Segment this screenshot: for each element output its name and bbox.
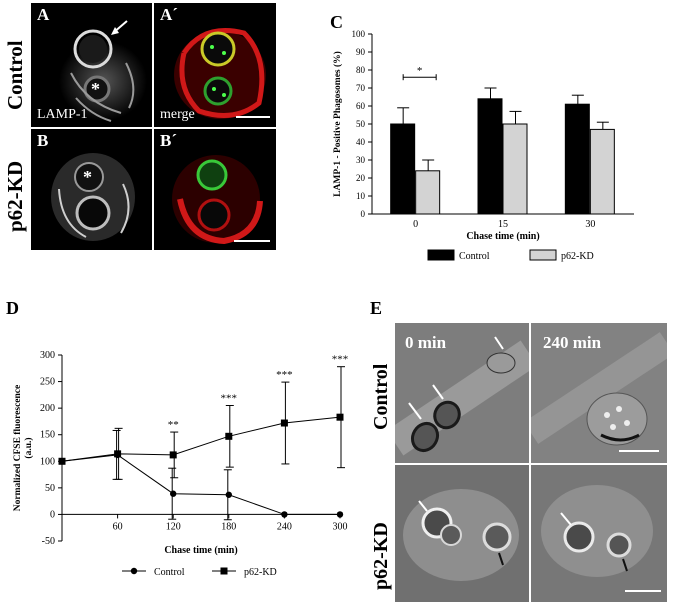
d-y-tick-label: 250 (40, 377, 55, 388)
micro-panel-e-p62-240 (531, 465, 667, 602)
c-ylabel: LAMP-1 - Positive Phagosomes (%) (332, 51, 343, 197)
d-y-tick-label: 0 (50, 509, 55, 520)
d-line-p62kd (61, 416, 341, 462)
panel-a-label: A (37, 5, 50, 24)
c-bar (502, 123, 528, 215)
c-significance: * (417, 65, 423, 77)
c-y-tick-label: 100 (352, 29, 366, 39)
lamp1-p62kd-image (51, 153, 135, 241)
c-bar (415, 170, 441, 215)
c-y-tick-label: 0 (361, 209, 366, 219)
d-x-tick-label: 300 (333, 521, 348, 532)
c-bar (564, 103, 590, 215)
phase-p62kd-240-image (531, 465, 667, 602)
micro-panel-e-control-0: 0 min (395, 323, 529, 463)
c-y-tick-label: 90 (356, 47, 366, 57)
panel-c-label: C (330, 12, 343, 32)
d-y-tick-label: 300 (40, 350, 55, 361)
d-point-p62kd (58, 457, 66, 465)
d-significance: *** (332, 354, 349, 366)
merge-control-image (174, 28, 270, 119)
d-point-control (170, 490, 177, 497)
micro-panel-b-prime: B´ (154, 129, 276, 250)
c-bar (477, 98, 503, 215)
d-point-control (225, 491, 232, 498)
c-x-tick-label: 0 (413, 219, 418, 230)
c-legend-label-p62kd: p62-KD (561, 251, 594, 262)
c-y-tick-label: 60 (356, 101, 366, 111)
panel-b-prime-label: B´ (160, 131, 177, 150)
d-point-p62kd (225, 432, 233, 440)
phase-control-240-image (531, 323, 667, 463)
d-x-tick-label: 240 (277, 521, 292, 532)
c-bar (589, 128, 615, 215)
row-label-control-e: Control (370, 363, 392, 430)
c-legend-swatch-p62kd (529, 249, 557, 261)
d-point-p62kd (169, 451, 177, 459)
d-legend-marker-control (130, 567, 138, 575)
micro-panel-a-prime: A´ merge (154, 3, 276, 127)
panel-a-prime-label: A´ (160, 5, 178, 24)
d-x-tick-label: 180 (221, 521, 236, 532)
c-x-tick-label: 15 (498, 219, 508, 230)
row-label-p62kd-e: p62-KD (370, 522, 392, 590)
merge-p62kd-image (172, 155, 270, 245)
c-bar (390, 123, 416, 215)
micro-panel-b: B * (31, 129, 152, 250)
panel-b-label: B (37, 131, 49, 150)
time-label-240: 240 min (543, 333, 602, 352)
d-significance: *** (221, 392, 238, 404)
row-label-control: Control (3, 40, 27, 110)
d-y-tick-label: 100 (40, 456, 55, 467)
chart-c: 0 10 20 30 40 50 60 70 80 90 100 0 15 30 * Chase time (… (332, 29, 634, 262)
d-y-tick-label: 150 (40, 430, 55, 441)
c-y-tick-label: 50 (356, 119, 366, 129)
d-x-tick-label: 120 (166, 521, 181, 532)
d-significance: *** (276, 369, 293, 381)
lamp1-label: LAMP-1 (37, 107, 88, 122)
d-xlabel: Chase time (min) (164, 545, 237, 556)
c-legend-label-control: Control (459, 251, 490, 262)
d-ylabel: Normalized CFSE fluorescence(a.u.) (13, 385, 34, 511)
panel-d-label: D (6, 298, 19, 318)
d-point-p62kd (114, 450, 122, 458)
d-legend-label-control: Control (154, 567, 185, 578)
c-xlabel: Chase time (min) (466, 231, 539, 242)
d-point-p62kd (336, 413, 344, 421)
row-label-p62kd: p62-KD (3, 160, 27, 232)
d-point-control (281, 511, 288, 518)
d-point-p62kd (280, 419, 288, 427)
c-y-tick-label: 20 (356, 173, 366, 183)
time-label-0: 0 min (405, 333, 447, 352)
phase-p62kd-0-image (395, 465, 529, 602)
micro-panel-e-p62-0 (395, 465, 529, 602)
micro-panel-e-control-240: 240 min (531, 323, 667, 463)
d-legend-label-p62kd: p62-KD (244, 567, 277, 578)
d-significance: ** (168, 419, 179, 431)
merge-label: merge (160, 107, 195, 122)
c-y-tick-label: 30 (356, 155, 366, 165)
phase-control-0-image (395, 323, 529, 463)
c-legend-swatch-control (427, 249, 455, 261)
d-point-control (336, 511, 344, 518)
c-x-tick-label: 30 (585, 219, 595, 230)
asterisk-b: * (83, 167, 92, 187)
c-y-tick-label: 40 (356, 137, 366, 147)
micro-panel-a: A * LAMP-1 (31, 3, 152, 127)
asterisk-a: * (91, 79, 100, 99)
c-y-tick-label: 80 (356, 65, 366, 75)
d-x-tick-label: 60 (113, 521, 123, 532)
d-y-tick-label: -50 (42, 536, 55, 547)
panel-e-label: E (370, 298, 383, 318)
lamp1-control-image (59, 20, 147, 122)
d-y-tick-label: 50 (45, 483, 55, 494)
d-legend-marker-p62kd (220, 567, 228, 575)
c-y-tick-label: 10 (356, 191, 366, 201)
d-y-tick-label: 200 (40, 403, 55, 414)
d-line-control (61, 454, 340, 515)
c-y-tick-label: 70 (356, 83, 366, 93)
